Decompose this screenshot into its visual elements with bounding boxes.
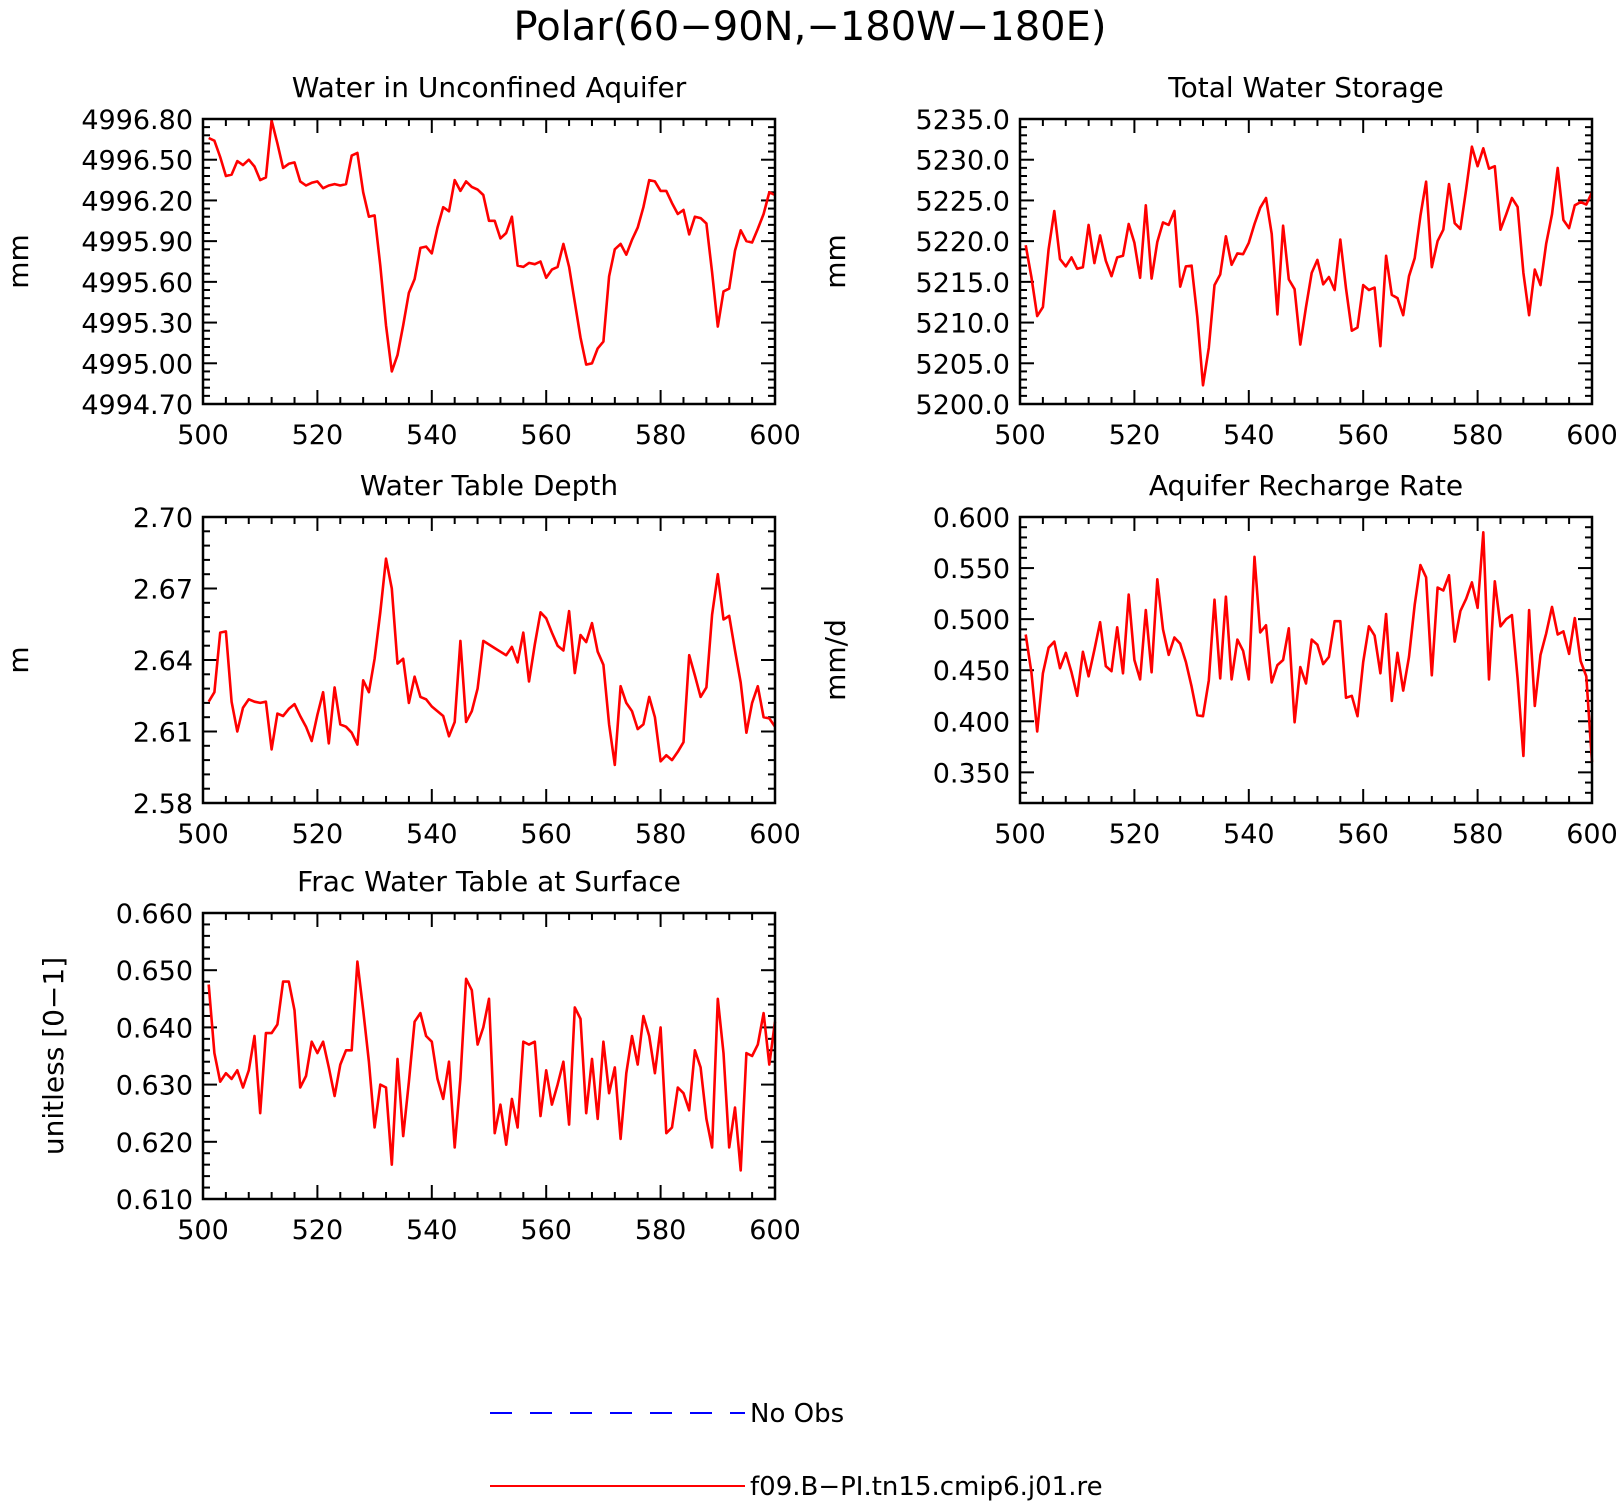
y-axis-label: mm — [2, 234, 35, 289]
y-tick-label: 0.350 — [933, 758, 1010, 789]
y-axis-label: unitless [0−1] — [37, 957, 70, 1155]
panel-title: Water in Unconfined Aquifer — [292, 71, 687, 104]
y-tick-label: 0.600 — [933, 503, 1010, 534]
y-tick-label: 5205.0 — [916, 349, 1010, 380]
x-tick-label: 600 — [1566, 819, 1618, 850]
x-tick-label: 580 — [1452, 819, 1504, 850]
x-tick-label: 500 — [177, 819, 229, 850]
panel-title: Aquifer Recharge Rate — [1149, 469, 1463, 502]
y-tick-label: 4996.80 — [81, 105, 193, 136]
legend-label-no-obs: No Obs — [750, 1399, 844, 1429]
y-tick-label: 2.58 — [133, 789, 193, 820]
x-tick-label: 580 — [635, 1215, 687, 1246]
y-tick-label: 0.610 — [116, 1185, 193, 1216]
y-tick-label: 0.640 — [116, 1013, 193, 1044]
x-tick-label: 500 — [177, 420, 229, 451]
y-tick-label: 4996.50 — [81, 146, 193, 177]
y-tick-label: 0.400 — [933, 707, 1010, 738]
y-tick-label: 0.650 — [116, 956, 193, 987]
y-tick-label: 0.620 — [116, 1128, 193, 1159]
y-tick-label: 0.450 — [933, 656, 1010, 687]
y-tick-label: 0.630 — [116, 1071, 193, 1102]
y-tick-label: 5225.0 — [916, 186, 1010, 217]
y-tick-label: 4995.00 — [81, 349, 193, 380]
x-tick-label: 520 — [292, 420, 344, 451]
x-tick-label: 560 — [520, 420, 572, 451]
y-tick-label: 5200.0 — [916, 390, 1010, 421]
x-tick-label: 520 — [292, 1215, 344, 1246]
y-tick-label: 4994.70 — [81, 390, 193, 421]
y-tick-label: 5230.0 — [916, 146, 1010, 177]
x-tick-label: 520 — [1109, 420, 1161, 451]
plot-frame — [201, 117, 777, 406]
x-tick-label: 520 — [292, 819, 344, 850]
legend-label-model: f09.B−PI.tn15.cmip6.j01.re — [750, 1472, 1103, 1501]
x-tick-label: 600 — [749, 819, 801, 850]
panel-title: Water Table Depth — [360, 469, 618, 502]
figure-title: Polar(60−90N,−180W−180E) — [514, 4, 1107, 50]
x-tick-label: 580 — [1452, 420, 1504, 451]
y-tick-label: 0.550 — [933, 554, 1010, 585]
y-tick-label: 2.70 — [133, 503, 193, 534]
y-tick-label: 5215.0 — [916, 268, 1010, 299]
series-line — [207, 960, 777, 1172]
x-tick-label: 560 — [1337, 420, 1389, 451]
panel-1: Water in Unconfined Aquifer mm 500 520 540 56… — [2, 71, 801, 451]
series-line — [1024, 145, 1594, 387]
x-tick-label: 580 — [635, 819, 687, 850]
y-axis-label: mm/d — [819, 619, 852, 701]
y-tick-label: 2.67 — [133, 575, 193, 606]
y-tick-label: 5220.0 — [916, 227, 1010, 258]
y-tick-label: 4995.90 — [81, 227, 193, 258]
plot-frame — [1018, 117, 1594, 406]
x-tick-label: 560 — [520, 819, 572, 850]
x-tick-label: 540 — [1223, 420, 1275, 451]
y-tick-label: 4995.30 — [81, 309, 193, 340]
plot-frame — [201, 911, 777, 1201]
y-tick-label: 2.61 — [133, 718, 193, 749]
x-tick-label: 560 — [1337, 819, 1389, 850]
x-tick-label: 600 — [1566, 420, 1618, 451]
panel-4: Aquifer Recharge Rate mm/d 500 520 540 560 580… — [819, 469, 1618, 850]
x-tick-label: 500 — [177, 1215, 229, 1246]
series-line — [207, 557, 777, 767]
x-tick-label: 500 — [994, 819, 1046, 850]
x-tick-label: 540 — [406, 1215, 458, 1246]
panel-3: Water Table Depth m 500 520 540 560 580 600 2.58… — [2, 469, 801, 850]
series-line — [1024, 530, 1594, 763]
legend: No Obs f09.B−PI.tn15.cmip6.j01.re — [490, 1399, 1103, 1501]
x-tick-label: 500 — [994, 420, 1046, 451]
y-tick-label: 0.660 — [116, 899, 193, 930]
x-tick-label: 520 — [1109, 819, 1161, 850]
y-tick-label: 4996.20 — [81, 186, 193, 217]
panels: Water in Unconfined Aquifer mm 500 520 540 56… — [2, 71, 1618, 1246]
plot-frame — [1018, 515, 1594, 805]
y-tick-label: 5210.0 — [916, 309, 1010, 340]
series-line — [208, 119, 776, 373]
y-axis-label: m — [2, 646, 35, 673]
y-tick-label: 0.500 — [933, 605, 1010, 636]
x-tick-label: 540 — [1223, 819, 1275, 850]
y-tick-label: 5235.0 — [916, 105, 1010, 136]
plot-frame — [201, 515, 777, 805]
panel-2: Total Water Storage mm 500 520 540 560 580 600 5… — [819, 71, 1618, 451]
x-tick-label: 600 — [749, 1215, 801, 1246]
panel-title: Total Water Storage — [1167, 71, 1444, 104]
panel-5: Frac Water Table at Surface unitless [0−1… — [37, 865, 801, 1246]
x-tick-label: 600 — [749, 420, 801, 451]
y-tick-label: 4995.60 — [81, 268, 193, 299]
x-tick-label: 540 — [406, 420, 458, 451]
y-tick-label: 2.64 — [133, 646, 193, 677]
x-tick-label: 540 — [406, 819, 458, 850]
x-tick-label: 560 — [520, 1215, 572, 1246]
panel-title: Frac Water Table at Surface — [297, 865, 681, 898]
y-axis-label: mm — [819, 234, 852, 289]
x-tick-label: 580 — [635, 420, 687, 451]
